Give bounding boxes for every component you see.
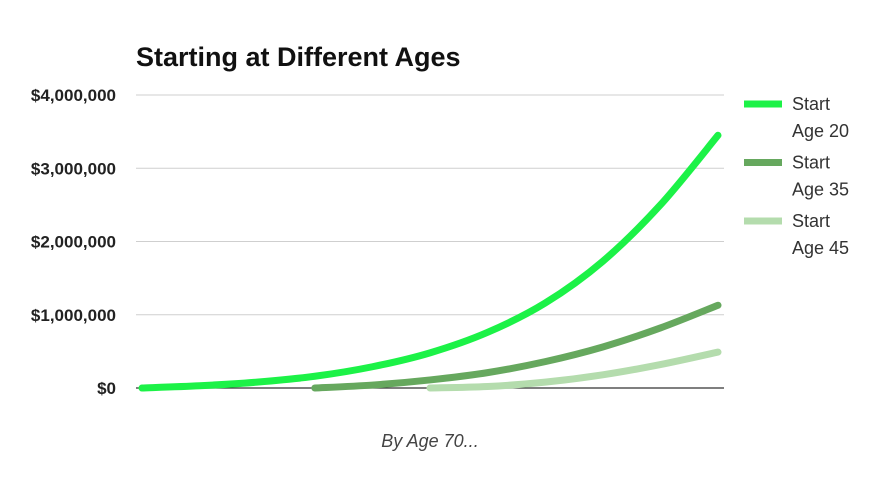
legend-label: Age 35 [792,180,849,200]
y-tick-label: $2,000,000 [31,233,116,252]
series-line [426,348,722,392]
legend: Start Age 20 Start Age 35 Start Age 45 [744,94,849,258]
legend-label: Start [792,153,830,173]
y-axis-ticks: $0 $1,000,000 $2,000,000 $3,000,000 $4,000,0… [31,86,116,398]
legend-label: Start [792,94,830,114]
series-lines [138,131,722,392]
y-tick-label: $4,000,000 [31,86,116,105]
gridlines [136,94,724,316]
legend-label: Age 20 [792,121,849,141]
y-tick-label: $1,000,000 [31,306,116,325]
series-line [138,131,722,392]
legend-label: Age 45 [792,238,849,258]
chart-title: Starting at Different Ages [136,42,461,72]
legend-label: Start [792,211,830,231]
x-axis-label: By Age 70... [381,431,478,451]
y-tick-label: $3,000,000 [31,159,116,178]
y-tick-label: $0 [97,379,116,398]
series-line [311,301,722,392]
